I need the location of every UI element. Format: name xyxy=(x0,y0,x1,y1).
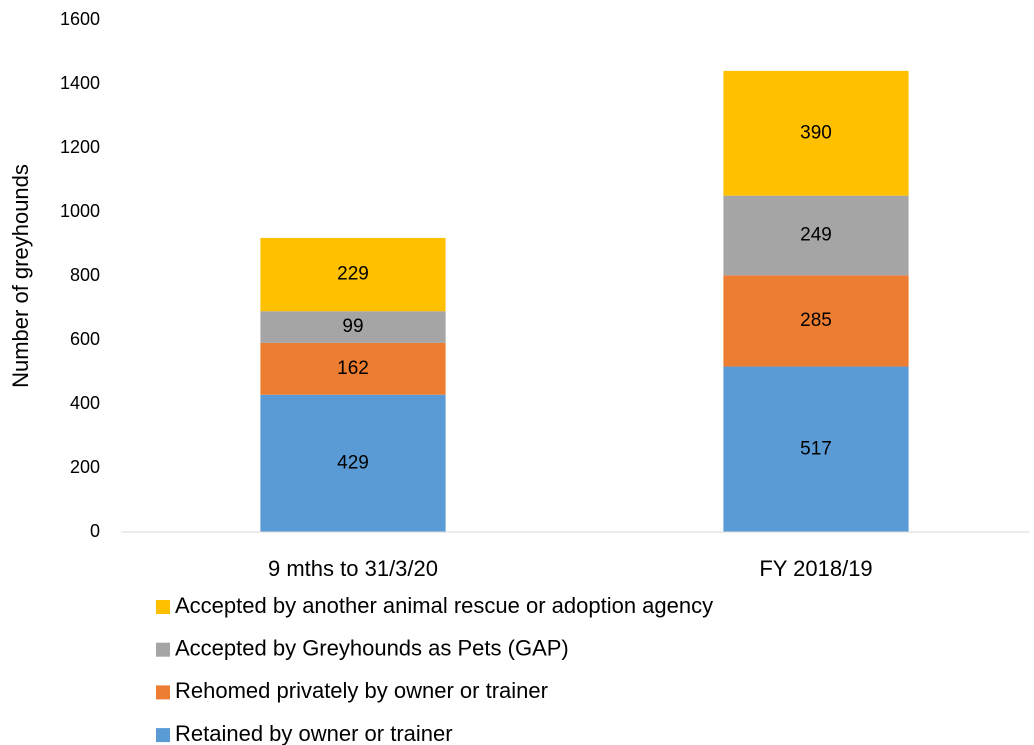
legend-swatch xyxy=(156,600,170,614)
legend-swatch xyxy=(156,642,170,657)
data-label: 285 xyxy=(800,310,832,331)
x-tick-label: FY 2018/19 xyxy=(759,556,872,581)
bar-segment xyxy=(260,394,446,532)
y-tick-label: 800 xyxy=(70,265,100,285)
data-label: 517 xyxy=(800,438,832,459)
y-tick-label: 1200 xyxy=(60,137,100,157)
x-tick-label: 9 mths to 31/3/20 xyxy=(268,556,438,581)
bar-segment xyxy=(723,70,909,196)
y-tick-label: 1600 xyxy=(60,9,100,29)
y-tick-label: 0 xyxy=(90,521,100,541)
legend-label: Retained by owner or trainer xyxy=(175,721,453,745)
y-tick-label: 600 xyxy=(70,329,100,349)
data-label: 99 xyxy=(342,316,363,337)
y-tick-label: 400 xyxy=(70,393,100,413)
bar-segment xyxy=(260,237,446,312)
y-tick-label: 1400 xyxy=(60,73,100,93)
y-tick-label: 1000 xyxy=(60,201,100,221)
bar-segment xyxy=(260,311,446,343)
y-axis-label: Number of greyhounds xyxy=(8,164,33,388)
data-label: 249 xyxy=(800,225,832,246)
data-label: 390 xyxy=(800,122,832,143)
bar-segment xyxy=(723,275,909,367)
bar-segment xyxy=(723,195,909,276)
bar-segment xyxy=(723,366,909,532)
legend-label: Accepted by another animal rescue or ado… xyxy=(175,593,713,618)
legend-swatch xyxy=(156,728,170,743)
bar-segment xyxy=(260,342,446,395)
legend-swatch xyxy=(156,685,170,700)
legend-label: Accepted by Greyhounds as Pets (GAP) xyxy=(175,636,569,661)
y-tick-label: 200 xyxy=(70,457,100,477)
data-label: 229 xyxy=(337,264,369,285)
legend-label: Rehomed privately by owner or trainer xyxy=(175,678,548,703)
data-label: 162 xyxy=(337,358,369,379)
data-label: 429 xyxy=(337,452,369,473)
